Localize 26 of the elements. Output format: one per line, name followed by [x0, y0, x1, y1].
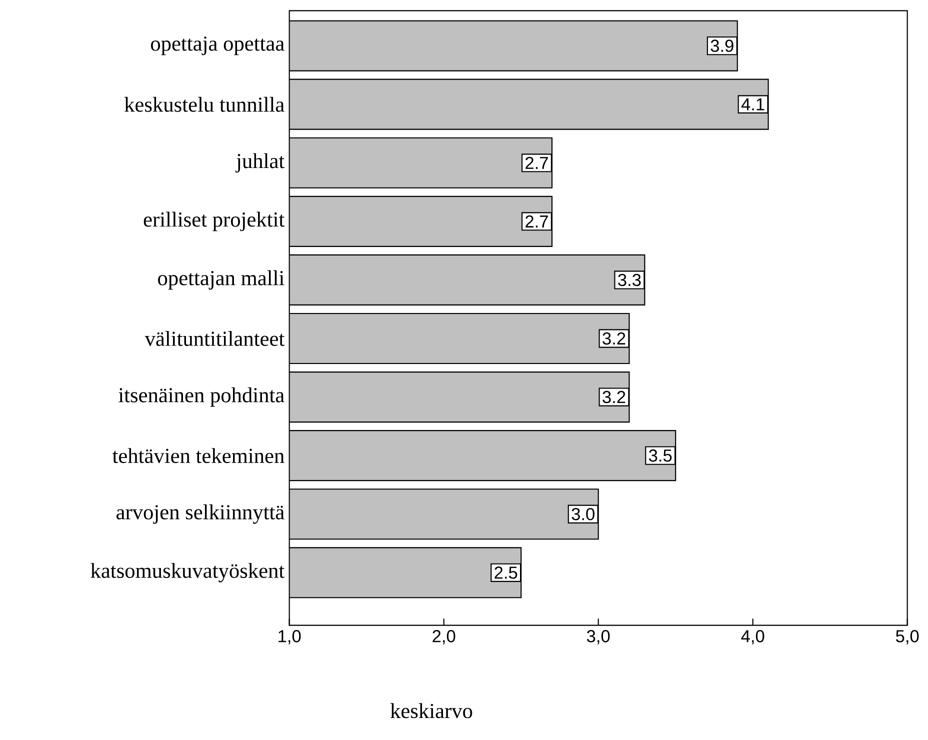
data-label: 3.0: [572, 508, 594, 520]
y-tick-label: erilliset projektit: [144, 212, 285, 232]
y-tick-label: katsomuskuvatyöskent: [90, 562, 284, 582]
y-tick-label: opettaja opettaa: [150, 36, 284, 56]
data-label: 3.3: [618, 274, 641, 286]
data-label: 2.7: [526, 215, 548, 228]
y-tick-label: opettajan malli: [158, 270, 284, 290]
x-tick-label: 5,0: [896, 630, 919, 644]
y-tick-label: tehtävien tekeminen: [112, 448, 284, 464]
data-label: 4.1: [741, 98, 764, 110]
data-label: 3.2: [602, 332, 626, 345]
x-tick-label: 3,0: [586, 630, 610, 644]
data-label: 2.5: [494, 566, 518, 579]
y-tick-label: itsenäinen pohdinta: [118, 387, 284, 407]
y-tick-label: keskustelu tunnilla: [124, 96, 284, 112]
x-tick-label: 2,0: [432, 630, 456, 644]
data-label: 3.5: [648, 449, 672, 462]
y-tick-label: arvojen selkiinnyttä: [116, 504, 284, 524]
data-label: 3.2: [602, 390, 626, 404]
x-tick-label: 4,0: [741, 630, 764, 644]
x-tick-label: 1,0: [278, 630, 301, 644]
y-tick-label: juhlat: [235, 153, 284, 173]
data-label: 3.9: [710, 40, 734, 52]
x-axis-title: keskiarvo: [390, 703, 472, 718]
data-label: 2.7: [526, 156, 548, 169]
y-tick-label: välituntitilanteet: [144, 330, 285, 346]
